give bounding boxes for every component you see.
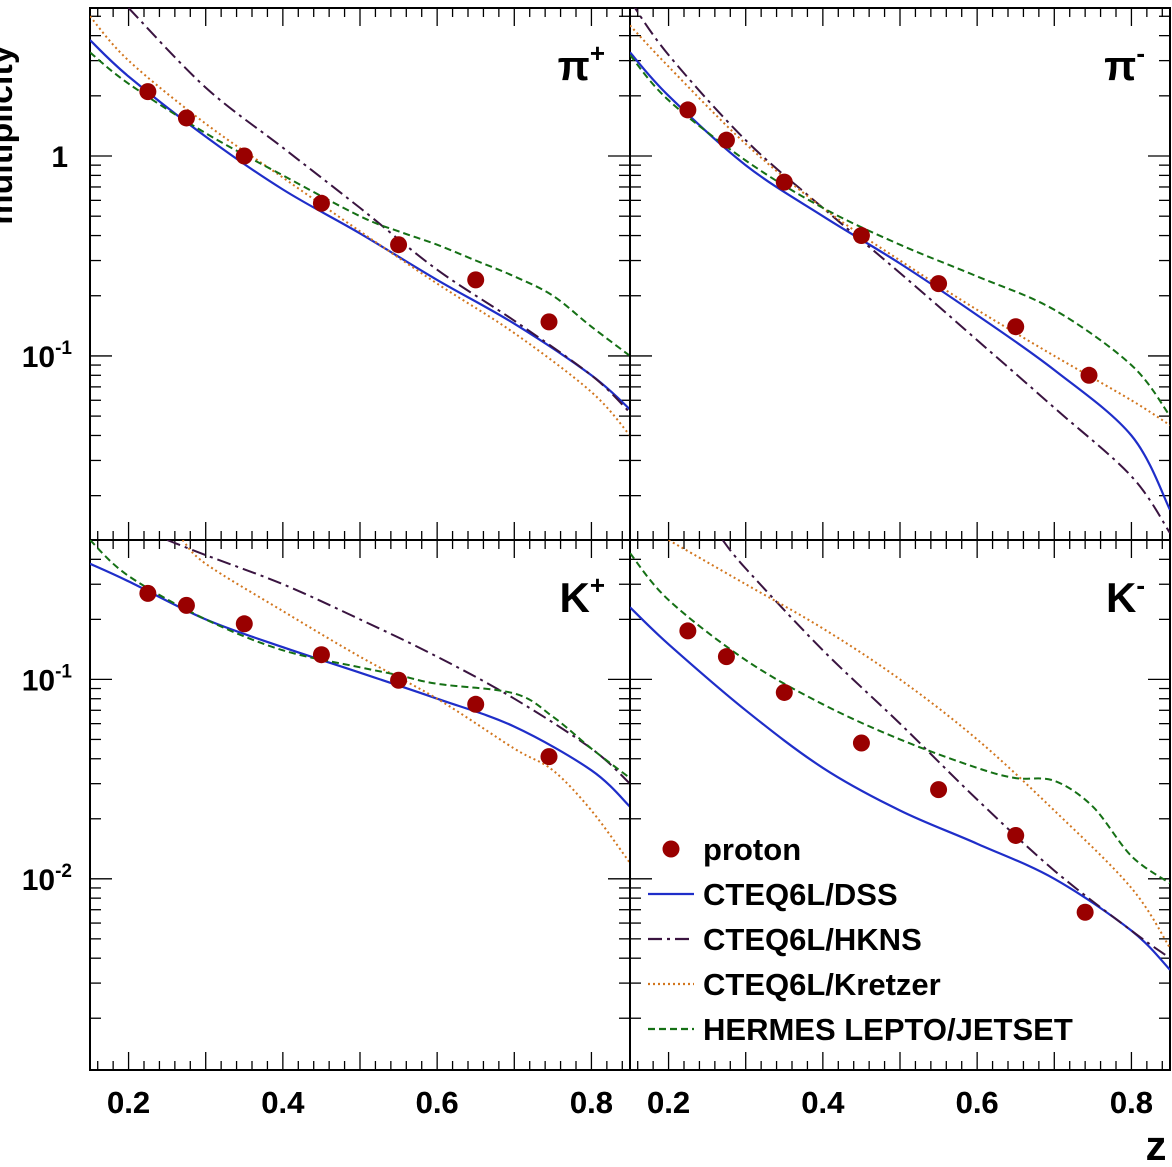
legend-entry: HERMES LEPTO/JETSET <box>648 1012 1073 1047</box>
legend-label: CTEQ6L/HKNS <box>703 922 922 957</box>
data-point-proton <box>717 648 735 666</box>
series-group <box>90 8 630 437</box>
series-line-cteq6l-dss <box>630 51 1170 511</box>
data-point-proton <box>235 147 253 165</box>
series-line-cteq6l-kretzer <box>630 24 1170 427</box>
data-point-proton <box>390 671 408 689</box>
x-tick-label: 0.2 <box>107 1085 150 1120</box>
data-point-proton <box>235 615 253 633</box>
legend-marker <box>662 840 680 858</box>
x-tick-label: 0.4 <box>261 1085 305 1120</box>
panel-label: π- <box>1104 38 1145 89</box>
panel-K-minus: 0.2 0.4 0.6 0.8 K- <box>629 539 1171 1120</box>
y-axis-label: multiplicity <box>0 45 20 225</box>
data-point-proton <box>717 131 735 149</box>
x-tick-label: 0.8 <box>570 1085 613 1120</box>
data-point-proton <box>177 596 195 614</box>
legend-entry: CTEQ6L/HKNS <box>648 922 922 957</box>
data-point-proton <box>390 236 408 254</box>
series-group <box>90 540 630 864</box>
series-line-cteq6l-hkns <box>633 8 1170 534</box>
data-point-proton <box>467 271 485 289</box>
x-tick-label: 0.2 <box>647 1085 690 1120</box>
data-point-proton <box>139 83 157 101</box>
legend-label: CTEQ6L/Kretzer <box>703 967 941 1002</box>
series-line-cteq6l-hkns <box>166 540 630 785</box>
x-ticks <box>97 540 623 1070</box>
data-point-proton <box>852 734 870 752</box>
panel-label: π+ <box>558 38 605 89</box>
legend-entry: proton <box>662 832 801 867</box>
y-tick-label: 10-1 <box>22 661 73 697</box>
data-point-proton <box>930 275 948 293</box>
x-tick-label: 0.4 <box>801 1085 845 1120</box>
data-point-proton <box>139 584 157 602</box>
legend: proton CTEQ6L/DSS CTEQ6L/HKNS CTEQ6L/Kretze… <box>648 832 1073 1047</box>
series-line-hermes-lepto-jetset <box>630 54 1170 417</box>
x-tick-label: 0.2 <box>647 1085 690 1120</box>
x-axis-label: z <box>1146 1122 1167 1167</box>
panel-frame <box>89 7 631 541</box>
y-ticks <box>90 15 630 497</box>
x-ticks <box>637 8 1163 540</box>
legend-entry: CTEQ6L/Kretzer <box>648 967 941 1002</box>
y-ticks <box>90 539 630 1019</box>
data-point-proton <box>467 695 485 713</box>
legend-entry: CTEQ6L/DSS <box>648 877 898 912</box>
data-point-proton <box>852 227 870 245</box>
data-point-proton <box>679 622 697 640</box>
x-tick-label: 0.4 <box>261 1085 305 1120</box>
series-line-hermes-lepto-jetset <box>90 51 630 357</box>
series-line-cteq6l-kretzer <box>181 540 630 864</box>
data-point-proton <box>312 646 330 664</box>
y-tick-label: 10-1 <box>22 338 73 374</box>
panel-pi-plus: 0.2 0.4 0.6 0.8 1 10-1 π+ <box>22 7 631 1120</box>
data-point-proton <box>1076 903 1094 921</box>
legend-label: proton <box>703 832 801 867</box>
series-line-cteq6l-hkns <box>127 8 630 414</box>
series-group <box>630 540 1170 971</box>
data-point-proton <box>312 194 330 212</box>
data-point-proton <box>1007 826 1025 844</box>
x-tick-label: 0.6 <box>956 1085 999 1120</box>
data-point-proton <box>775 683 793 701</box>
data-point-proton <box>679 101 697 119</box>
y-tick-label: 1 <box>51 141 68 174</box>
series-line-cteq6l-dss <box>90 562 630 808</box>
legend-label: CTEQ6L/DSS <box>703 877 898 912</box>
y-tick-label: 10-2 <box>22 861 72 897</box>
data-point-proton <box>540 313 558 331</box>
x-tick-label: 0.6 <box>416 1085 459 1120</box>
panel-K-plus: 0.2 0.4 0.6 0.8 10-1 10-2 K+ <box>22 539 631 1120</box>
x-tick-label: 0.8 <box>1110 1085 1153 1120</box>
legend-label: HERMES LEPTO/JETSET <box>703 1012 1073 1047</box>
data-point-proton <box>930 781 948 799</box>
series-group <box>630 8 1170 534</box>
x-tick-label: 0.8 <box>1110 1085 1153 1120</box>
x-tick-label: 0.8 <box>570 1085 613 1120</box>
x-tick-label: 0.6 <box>956 1085 999 1120</box>
y-ticks <box>630 539 1170 1019</box>
x-ticks <box>97 8 623 540</box>
data-point-proton <box>540 748 558 766</box>
data-point-proton <box>775 173 793 191</box>
panel-pi-minus: 0.2 0.4 0.6 0.8 π- <box>629 7 1171 1120</box>
series-line-cteq6l-dss <box>90 39 630 411</box>
y-ticks <box>630 15 1170 497</box>
data-point-proton <box>1007 318 1025 336</box>
x-tick-label: 0.2 <box>107 1085 150 1120</box>
series-line-hermes-lepto-jetset <box>90 540 630 779</box>
x-tick-label: 0.6 <box>416 1085 459 1120</box>
data-point-proton <box>1080 366 1098 384</box>
panel-label: K+ <box>559 570 605 621</box>
series-line-cteq6l-kretzer <box>90 15 630 437</box>
x-ticks <box>637 540 1163 1070</box>
series-line-cteq6l-hkns <box>721 540 1170 960</box>
data-point-proton <box>177 109 195 127</box>
panel-label: K- <box>1106 570 1145 621</box>
x-tick-label: 0.4 <box>801 1085 845 1120</box>
